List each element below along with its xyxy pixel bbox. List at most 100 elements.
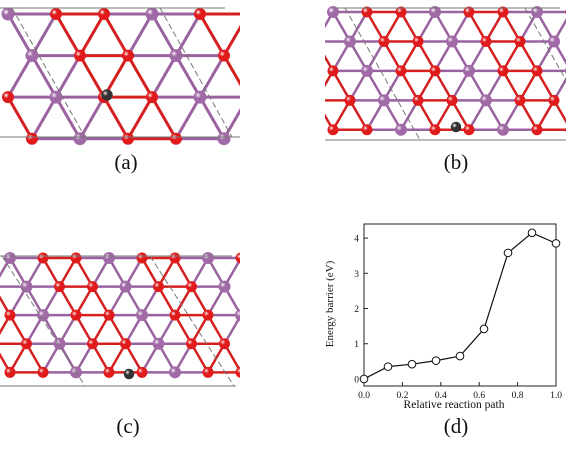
- bond-layer: [6, 12, 240, 141]
- metal-atom: [446, 35, 458, 48]
- oxygen-atom: [2, 91, 14, 104]
- unit-cell: [0, 7, 240, 138]
- metal-atom: [103, 252, 115, 264]
- structure-a: [0, 7, 240, 145]
- panel-d-chart: Energy barrier (eV) Relative reaction pa…: [318, 218, 566, 414]
- bond: [501, 40, 522, 72]
- oxygen-atom: [103, 309, 115, 321]
- bond: [150, 54, 178, 98]
- y-tick-label: 2: [354, 305, 359, 315]
- metal-atom: [463, 64, 475, 77]
- bond: [126, 13, 154, 57]
- metal-atom: [193, 90, 207, 104]
- oxygen-atom: [37, 366, 49, 378]
- oxygen-atom: [429, 65, 441, 77]
- oxygen-atom: [548, 94, 560, 106]
- data-point: [383, 362, 393, 371]
- bond: [174, 13, 202, 57]
- bond: [30, 54, 58, 98]
- bond: [552, 77, 566, 101]
- metal-atom: [1, 7, 15, 21]
- metal-atom: [169, 366, 181, 379]
- structure-b: [325, 6, 566, 141]
- oxygen-atom: [463, 6, 475, 18]
- metal-atom: [235, 309, 240, 322]
- metal-atom: [136, 309, 148, 322]
- oxygen-atom: [463, 124, 475, 136]
- bond: [102, 96, 130, 140]
- oxygen-atom: [136, 366, 148, 378]
- dopant-atom: [123, 368, 135, 380]
- bond: [325, 113, 335, 131]
- caption-a: (a): [114, 150, 138, 174]
- oxygen-atom: [378, 35, 390, 47]
- bond: [484, 11, 505, 43]
- bond: [331, 70, 352, 101]
- metal-atom: [169, 49, 183, 63]
- bond: [78, 96, 106, 140]
- oxygen-atom: [235, 252, 240, 264]
- bond: [126, 96, 154, 140]
- metal-atom: [548, 35, 560, 48]
- oxygen-atom: [327, 65, 339, 77]
- oxygen-atom: [395, 65, 407, 77]
- bond: [198, 54, 226, 98]
- bond: [91, 285, 111, 316]
- bond: [501, 70, 522, 101]
- oxygen-atom: [412, 35, 424, 47]
- oxygen-atom: [26, 132, 38, 145]
- metal-atom: [49, 90, 63, 104]
- cell-line: [159, 7, 233, 138]
- bond: [382, 40, 403, 72]
- oxygen-atom: [514, 94, 526, 106]
- x-tick-label: 0.4: [435, 391, 447, 401]
- metal-atom: [20, 280, 33, 293]
- bond: [54, 54, 82, 98]
- x-tick-label: 0.0: [358, 391, 370, 401]
- bond: [78, 54, 106, 98]
- panel-a: [0, 0, 240, 145]
- bond: [30, 13, 58, 57]
- oxygen-atom: [514, 35, 526, 47]
- metal-atom: [531, 6, 543, 18]
- oxygen-atom: [169, 309, 181, 321]
- oxygen-atom: [327, 124, 339, 136]
- cell-line: [344, 7, 421, 141]
- bond: [325, 54, 335, 72]
- x-tick-label: 1.0: [550, 391, 562, 401]
- oxygen-atom: [169, 252, 181, 264]
- oxygen-atom: [446, 94, 458, 106]
- unit-cell: [0, 255, 236, 387]
- atom-layer: [4, 252, 240, 380]
- x-tick-label: 0.8: [512, 391, 524, 401]
- bond: [484, 40, 505, 72]
- atom-layer: [327, 6, 566, 136]
- cell-line: [149, 255, 235, 387]
- bond: [6, 13, 34, 57]
- y-tick-label: 4: [354, 235, 359, 245]
- metal-atom: [152, 337, 165, 350]
- bond: [399, 40, 420, 72]
- data-point: [359, 374, 369, 384]
- data-point: [455, 351, 465, 361]
- oxygen-atom: [37, 252, 49, 264]
- bond: [74, 285, 94, 316]
- bond: [399, 11, 420, 43]
- oxygen-atom: [531, 65, 543, 77]
- oxygen-atom: [194, 8, 206, 20]
- bond: [126, 54, 154, 98]
- bond: [433, 99, 454, 131]
- bond: [102, 13, 130, 57]
- oxygen-atom: [361, 6, 373, 18]
- bond: [416, 40, 437, 72]
- metal-atom: [361, 64, 373, 77]
- metal-atom: [4, 252, 16, 264]
- bond: [174, 54, 202, 98]
- data-point: [503, 248, 513, 258]
- panel-c: [0, 240, 240, 390]
- metal-atom: [218, 280, 231, 293]
- bond: [365, 11, 386, 43]
- bond: [331, 99, 352, 131]
- oxygen-atom: [202, 309, 214, 321]
- bond: [54, 13, 82, 57]
